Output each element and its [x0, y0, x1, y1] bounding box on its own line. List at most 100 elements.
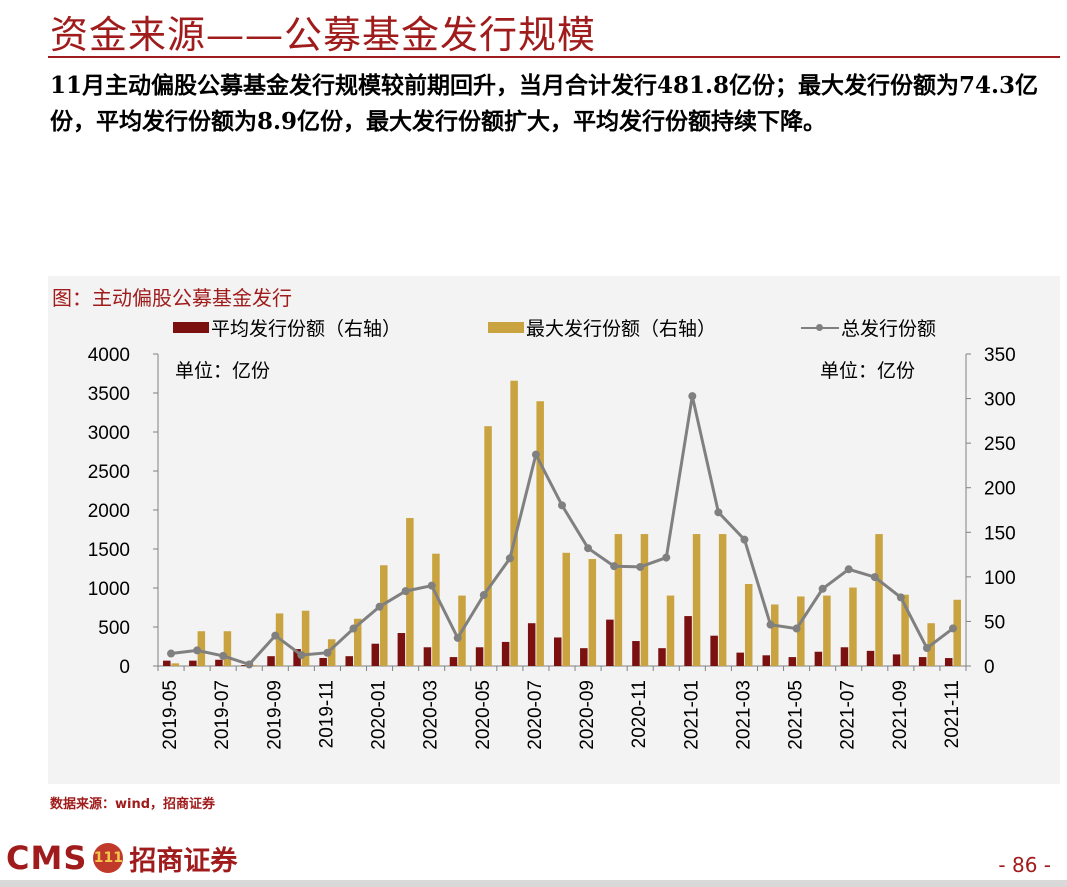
chart-title: 图：主动偏股公募基金发行 [52, 286, 292, 310]
bar-avg [371, 643, 380, 666]
y-left-tick-label: 3500 [88, 384, 130, 405]
point-total [558, 501, 566, 510]
x-tick-label: 2021-11 [942, 680, 963, 748]
bar-avg [580, 648, 588, 666]
y-right-tick-label: 250 [984, 434, 1016, 455]
bar-avg [527, 623, 536, 666]
bar-avg [163, 660, 171, 666]
x-tick-label: 2020-09 [577, 680, 598, 750]
bar-avg [658, 648, 666, 666]
point-total [766, 620, 775, 629]
page-number: - 86 - [998, 853, 1051, 877]
bar-avg [267, 656, 275, 666]
bar-avg [866, 650, 875, 666]
bar-max [771, 604, 779, 666]
point-total [375, 602, 384, 611]
y-right-tick-label: 300 [984, 390, 1016, 411]
bar-max [406, 518, 414, 666]
point-total [688, 392, 697, 401]
x-tick-label: 2019-11 [316, 680, 337, 748]
bar-avg [606, 619, 614, 666]
legend-item-avg: 平均发行份额（右轴） [173, 314, 401, 341]
bar-max [797, 596, 805, 666]
point-total [896, 593, 905, 602]
bar-max [353, 618, 362, 666]
point-total [401, 587, 410, 596]
x-tick-label: 2021-09 [890, 680, 911, 750]
bar-avg [788, 657, 797, 666]
series-line-total [170, 395, 954, 667]
point-total [948, 624, 957, 633]
y-right-tick-label: 150 [984, 523, 1016, 544]
y-left-tick-label: 4000 [88, 345, 130, 366]
y-right-tick-label: 100 [984, 568, 1016, 589]
bar-avg [345, 656, 353, 666]
point-total [297, 651, 306, 660]
x-tick-label: 2019-09 [264, 680, 285, 750]
bar-avg [710, 635, 718, 666]
bar-max [197, 631, 206, 666]
point-total [271, 631, 280, 640]
summary-text: 11月主动偏股公募基金发行规模较前期回升，当月合计发行481.8亿份；最大发行份… [50, 72, 1039, 135]
point-total [219, 651, 228, 660]
legend-item-max: 最大发行份额（右轴） [488, 314, 716, 341]
bar-avg [762, 655, 771, 666]
bar-max [901, 594, 909, 666]
bar-avg [892, 654, 901, 666]
bar-max [953, 599, 961, 666]
point-total [714, 508, 723, 517]
bar-max [823, 595, 831, 666]
chart-legend: 平均发行份额（右轴） 最大发行份额（右轴） 总发行份额 [0, 314, 1067, 342]
x-tick-label: 2019-07 [212, 680, 233, 750]
title-divider [48, 56, 1060, 58]
point-total [349, 624, 358, 633]
point-total [870, 573, 879, 582]
point-total [584, 544, 593, 553]
bar-max [171, 663, 180, 666]
point-total [662, 553, 671, 562]
bar-avg [554, 637, 562, 666]
bar-max [249, 665, 258, 666]
legend-item-total: 总发行份额 [801, 314, 936, 341]
x-tick-label: 2021-03 [733, 680, 754, 750]
y-left-tick-label: 1500 [88, 540, 130, 561]
logo-badge-icon: 111 [93, 843, 124, 873]
y-left-tick-label: 3000 [88, 423, 130, 444]
legend-swatch-total [801, 322, 839, 334]
x-tick-label: 2020-11 [629, 680, 650, 748]
x-tick-label: 2021-07 [838, 680, 859, 750]
bar-avg [684, 616, 692, 666]
y-left-tick-label: 2500 [88, 462, 130, 483]
logo-company-name: 招商证券 [129, 845, 238, 877]
y-left-tick-label: 500 [98, 618, 130, 639]
bar-max [301, 610, 310, 666]
bar-max [614, 534, 623, 666]
bar-avg [501, 641, 510, 666]
point-total [922, 644, 931, 653]
legend-label-avg: 平均发行份额（右轴） [211, 318, 402, 340]
bar-avg [840, 647, 849, 666]
bar-avg [241, 665, 249, 666]
bar-max [562, 552, 570, 666]
bar-max [692, 534, 701, 666]
bar-max [718, 534, 727, 666]
source-note: 数据来源：wind，招商证券 [50, 797, 216, 812]
legend-swatch-max [488, 322, 524, 333]
y-right-tick-label: 350 [984, 345, 1016, 366]
bar-avg [423, 647, 432, 666]
point-total [740, 535, 749, 544]
point-total [844, 565, 853, 574]
bar-max [875, 534, 883, 666]
point-total [792, 624, 801, 633]
legend-swatch-avg [173, 322, 209, 333]
bar-max [380, 565, 388, 666]
unit-label-left: 单位：亿份 [175, 360, 271, 382]
bar-max [849, 587, 857, 666]
point-total [818, 584, 827, 593]
bar-max [640, 534, 649, 666]
x-tick-label: 2020-05 [473, 680, 494, 750]
point-total [505, 554, 514, 563]
point-total [193, 646, 202, 655]
legend-label-total: 总发行份额 [841, 318, 937, 340]
